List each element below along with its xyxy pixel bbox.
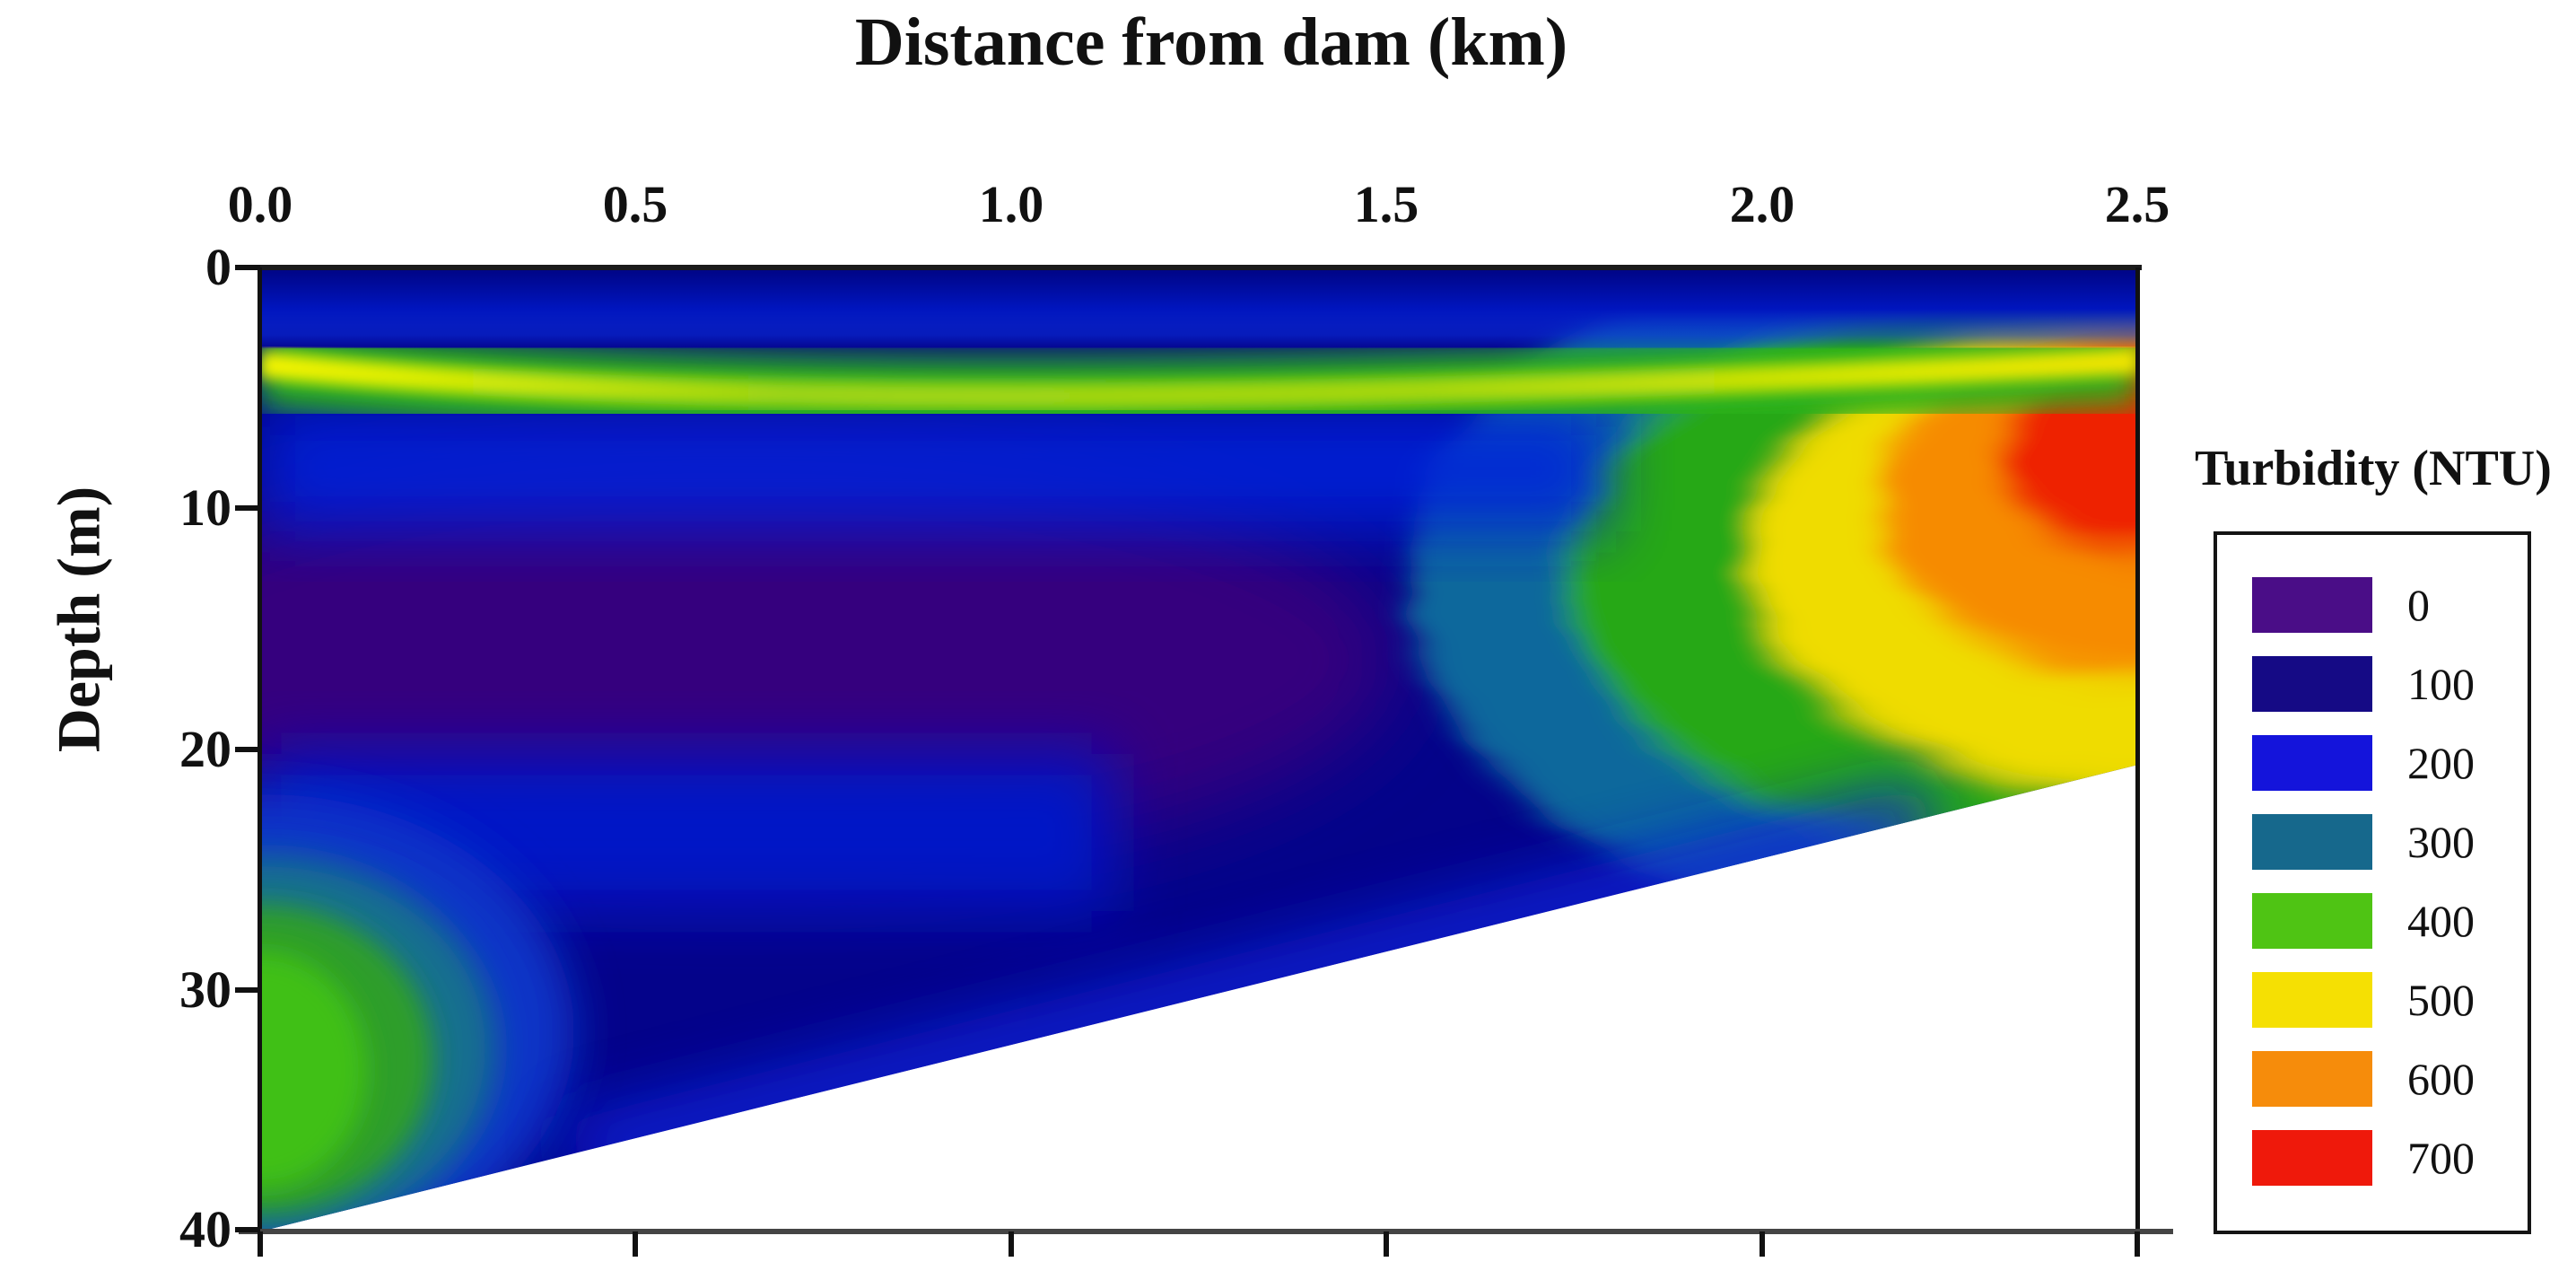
legend-label-200: 200 — [2407, 738, 2475, 788]
legend-row: 500 — [2252, 972, 2528, 1028]
bottom-axis-line — [239, 1229, 2173, 1234]
legend-swatch-0 — [2252, 577, 2372, 633]
legend-row: 100 — [2252, 656, 2528, 712]
legend-row: 600 — [2252, 1051, 2528, 1107]
top-axis-line — [240, 265, 2142, 270]
legend-swatch-200 — [2252, 735, 2372, 791]
legend-row: 400 — [2252, 893, 2528, 949]
legend-title: Turbidity (NTU) — [2195, 441, 2552, 496]
x-tick-label-2.0: 2.0 — [1729, 175, 1795, 233]
legend-row: 300 — [2252, 814, 2528, 870]
legend-row: 200 — [2252, 735, 2528, 791]
x-tick-label-0.5: 0.5 — [602, 175, 668, 233]
legend-label-500: 500 — [2407, 975, 2475, 1025]
axes — [235, 265, 2173, 1257]
legend-label-300: 300 — [2407, 817, 2475, 867]
y-tick-label-30: 30 — [179, 960, 231, 1019]
legend-row: 700 — [2252, 1130, 2528, 1186]
legend-label-400: 400 — [2407, 896, 2475, 946]
y-tick-label-0: 0 — [205, 238, 231, 296]
y-axis-ticks — [235, 265, 260, 1232]
legend-label-600: 600 — [2407, 1054, 2475, 1104]
legend-swatch-100 — [2252, 656, 2372, 712]
x-tick-label-1.5: 1.5 — [1353, 175, 1419, 233]
x-axis-ticks — [258, 1231, 2140, 1257]
x-tick-label-1.0: 1.0 — [978, 175, 1044, 233]
y-axis-label: Depth (m) — [44, 486, 113, 753]
legend-row: 0 — [2252, 577, 2528, 633]
legend-label-100: 100 — [2407, 659, 2475, 709]
legend-swatch-400 — [2252, 893, 2372, 949]
y-tick-label-10: 10 — [179, 478, 231, 537]
right-axis-line — [2135, 267, 2140, 1231]
x-tick-label-0.0: 0.0 — [227, 175, 293, 233]
chart-title: Distance from dam (km) — [854, 4, 1568, 80]
legend-label-0: 0 — [2407, 580, 2430, 630]
legend-swatch-500 — [2252, 972, 2372, 1028]
legend-box: 0 100 200 300 400 500 600 700 — [2214, 531, 2531, 1234]
legend-label-700: 700 — [2407, 1133, 2475, 1183]
legend-swatch-300 — [2252, 814, 2372, 870]
x-tick-label-2.5: 2.5 — [2104, 175, 2170, 233]
legend-swatch-700 — [2252, 1130, 2372, 1186]
legend-swatch-600 — [2252, 1051, 2372, 1107]
y-tick-label-20: 20 — [179, 720, 231, 778]
contour-field — [260, 267, 2138, 1231]
y-tick-label-40: 40 — [179, 1200, 231, 1258]
